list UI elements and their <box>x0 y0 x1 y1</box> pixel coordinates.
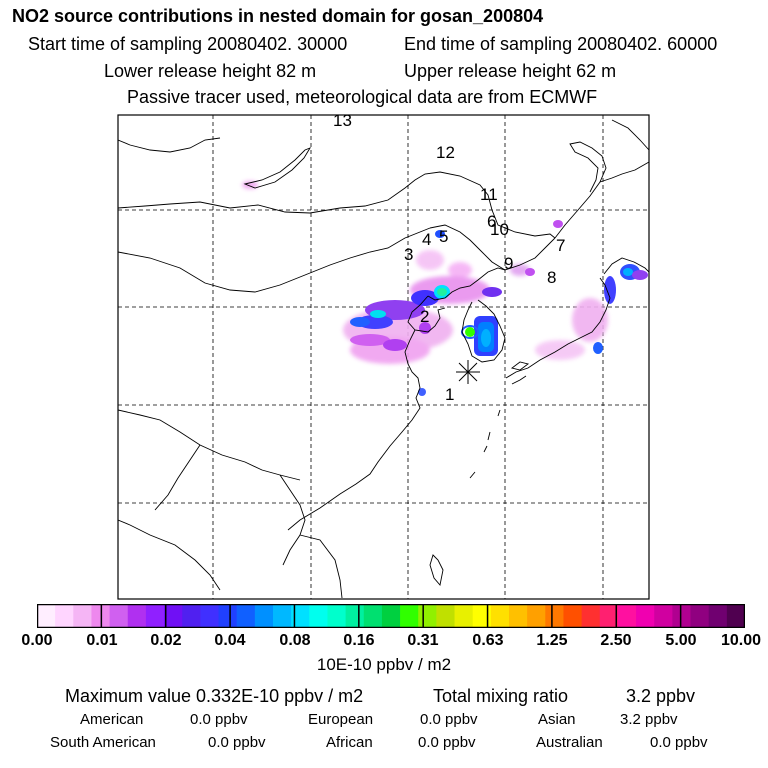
american-value: 0.0 ppbv <box>190 711 248 728</box>
asian-label: Asian <box>538 711 576 728</box>
asian-value: 3.2 ppbv <box>620 711 678 728</box>
colorbar-unit: 10E-10 ppbv / m2 <box>316 655 452 674</box>
colorbar-cell <box>327 604 347 628</box>
colorbar-cell <box>636 604 655 628</box>
tick-label-0: 0.00 <box>21 632 53 649</box>
colorbar-cell <box>400 604 419 628</box>
colorbar-cell <box>345 604 365 628</box>
colorbar-cell <box>708 604 728 628</box>
region-number-1: 1 <box>445 385 454 404</box>
region-number-13: 13 <box>333 111 352 130</box>
colorbar-cell <box>599 604 619 628</box>
australian-value: 0.0 ppbv <box>650 734 708 751</box>
max-value-label: Maximum value 0.332E-10 ppbv / m2 <box>65 686 364 706</box>
colorbar-cell <box>363 604 383 628</box>
tick-label-6: 0.31 <box>407 632 439 649</box>
tick-label-8: 1.25 <box>536 632 568 649</box>
region-number-11: 11 <box>480 185 498 204</box>
colorbar-cell <box>182 604 201 628</box>
african-label: African <box>326 734 373 751</box>
colorbar-cell <box>200 604 220 628</box>
colorbar-cell <box>654 604 673 628</box>
colorbar-cell <box>291 604 310 628</box>
colorbar-cell <box>273 604 292 628</box>
region-number-12: 12 <box>436 143 455 162</box>
end-time-label: End time of sampling 20080402. 60000 <box>404 34 718 54</box>
region-number-2: 2 <box>420 307 429 326</box>
south-american-value: 0.0 ppbv <box>208 734 266 751</box>
colorbar-tick-labels: 0.00 0.01 0.02 0.04 0.08 0.16 0.31 0.63 … <box>0 632 768 652</box>
tick-label-2: 0.02 <box>150 632 182 649</box>
map-title: NO2 source contributions in nested domai… <box>12 6 544 26</box>
tick-label-3: 0.04 <box>214 632 246 649</box>
coastlines <box>118 119 649 599</box>
european-label: European <box>308 711 374 728</box>
tick-label-7: 0.63 <box>472 632 504 649</box>
colorbar-cell <box>309 604 329 628</box>
tick-label-11: 10.00 <box>720 632 762 649</box>
colorbar-cell <box>527 604 546 628</box>
colorbar-cell <box>563 604 583 628</box>
start-time-label: Start time of sampling 20080402. 30000 <box>28 34 348 54</box>
colorbar-cell <box>37 604 56 628</box>
colorbar-cell <box>509 604 528 628</box>
colorbar-cell <box>145 604 165 628</box>
colorbar-cell <box>545 604 565 628</box>
receptor-star-icon <box>456 360 480 384</box>
tick-label-5: 0.16 <box>343 632 375 649</box>
region-number-9: 9 <box>504 254 513 273</box>
colorbar-cell <box>690 604 710 628</box>
colorbar-cell <box>55 604 74 628</box>
tick-label-10: 5.00 <box>665 632 697 649</box>
colorbar-cell <box>617 604 637 628</box>
region-number-3: 3 <box>404 245 413 264</box>
region-number-6: 6 <box>487 212 496 231</box>
region-number-10: 10 <box>490 220 509 239</box>
australian-label: Australian <box>536 734 603 751</box>
concentration-field <box>242 181 648 396</box>
tracer-note: Passive tracer used, meteorological data… <box>127 87 598 107</box>
colorbar-cell <box>418 604 437 628</box>
map-frame <box>117 114 650 600</box>
colorbar-cell <box>109 604 129 628</box>
lower-release-label: Lower release height 82 m <box>104 61 317 81</box>
colorbar-cell <box>726 604 745 628</box>
colorbar-cell <box>381 604 401 628</box>
region-number-4: 4 <box>422 230 431 249</box>
colorbar-cell <box>436 604 456 628</box>
tick-label-9: 2.50 <box>600 632 632 649</box>
region-number-7: 7 <box>556 236 565 255</box>
region-number-5: 5 <box>439 227 448 246</box>
colorbar-cell <box>472 604 492 628</box>
colorbar-cell <box>672 604 692 628</box>
colorbar-cell <box>490 604 510 628</box>
total-mixing-label: Total mixing ratio <box>433 686 569 706</box>
region-numbers: 1 2 3 4 5 6 7 8 9 10 11 12 13 <box>333 111 565 404</box>
tick-label-4: 0.08 <box>279 632 311 649</box>
european-value: 0.0 ppbv <box>420 711 478 728</box>
south-american-label: South American <box>50 734 156 751</box>
american-label: American <box>80 711 144 728</box>
colorbar-cell <box>127 604 147 628</box>
colorbar-cell <box>454 604 474 628</box>
colorbar-cell <box>73 604 93 628</box>
african-value: 0.0 ppbv <box>418 734 476 751</box>
tick-label-1: 0.01 <box>86 632 118 649</box>
colorbar-cell <box>164 604 183 628</box>
colorbar-cell <box>254 604 274 628</box>
colorbar <box>37 604 745 628</box>
colorbar-cell <box>218 604 238 628</box>
total-mixing-value: 3.2 ppbv <box>626 686 696 706</box>
colorbar-cell <box>236 604 256 628</box>
region-number-8: 8 <box>547 268 556 287</box>
colorbar-cell <box>581 604 601 628</box>
map-panel: 1 2 3 4 5 6 7 8 9 10 11 12 13 <box>117 111 650 600</box>
upper-release-label: Upper release height 62 m <box>404 61 617 81</box>
